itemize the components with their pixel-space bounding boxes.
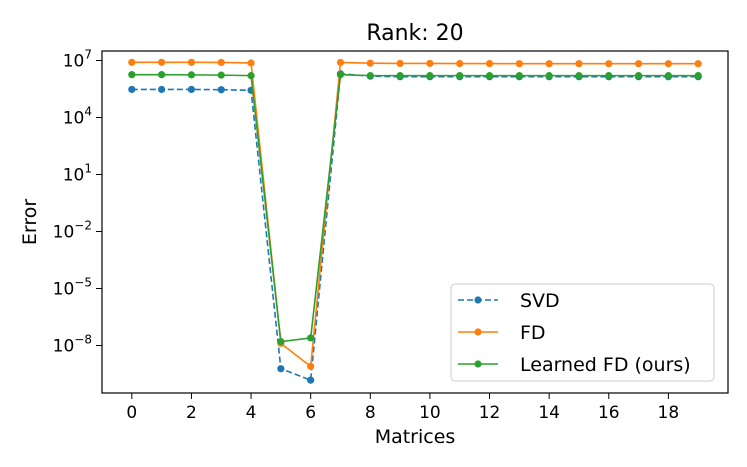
data-point-fd	[515, 60, 523, 68]
data-point-learned-fd-ours	[485, 72, 494, 80]
x-tick-label: 18	[658, 403, 680, 423]
data-point-fd	[307, 362, 315, 370]
series-line-fd	[131, 61, 699, 368]
y-tick-label: 101	[63, 162, 92, 186]
legend-swatch-marker	[474, 360, 482, 368]
series-layer	[128, 58, 702, 384]
data-point-svd	[187, 85, 196, 94]
data-point-learned-fd-ours	[456, 72, 464, 80]
y-tick-label: 10−5	[53, 276, 92, 300]
data-point-fd	[634, 60, 643, 68]
data-point-svd	[277, 365, 285, 373]
legend-label: FD	[520, 322, 546, 344]
x-tick-label: 16	[598, 403, 620, 423]
data-point-learned-fd-ours	[366, 72, 374, 80]
y-axis-ticks: 104 107 101 10−2 10−5 10−8	[53, 48, 102, 357]
data-point-svd	[307, 376, 315, 384]
data-point-fd	[485, 59, 494, 68]
series-line-learned-fd-ours	[131, 73, 699, 343]
x-tick-label: 10	[419, 403, 441, 423]
data-point-svd	[128, 85, 136, 94]
legend-label: Learned FD (ours)	[520, 354, 691, 376]
data-point-fd	[187, 58, 196, 66]
data-point-fd	[128, 58, 136, 66]
data-point-fd	[247, 59, 255, 67]
series-learned-fd-ours	[128, 71, 702, 346]
legend-entry-svd: SVD	[458, 290, 560, 312]
data-point-learned-fd-ours	[515, 72, 523, 80]
data-point-fd	[575, 60, 583, 68]
x-tick-label: 0	[126, 403, 137, 423]
plot-frame	[101, 50, 729, 394]
data-point-learned-fd-ours	[128, 71, 136, 79]
x-tick-label: 2	[186, 403, 197, 423]
data-point-fd	[456, 59, 464, 68]
data-point-learned-fd-ours	[634, 72, 643, 80]
legend-swatch-marker	[474, 296, 482, 304]
data-point-learned-fd-ours	[426, 72, 434, 80]
data-point-learned-fd-ours	[575, 72, 583, 80]
legend-label: SVD	[520, 290, 560, 312]
y-tick-label: 104	[63, 105, 92, 129]
data-point-learned-fd-ours	[336, 71, 345, 79]
data-point-learned-fd-ours	[307, 334, 315, 342]
data-point-fd	[694, 60, 702, 68]
data-point-learned-fd-ours	[187, 71, 196, 79]
legend-entry-learned-fd-ours: Learned FD (ours)	[458, 354, 691, 376]
y-tick-label: 107	[63, 48, 92, 72]
data-point-learned-fd-ours	[247, 72, 255, 80]
legend-box	[450, 283, 715, 382]
x-tick-label: 6	[305, 403, 316, 423]
data-point-fd	[664, 60, 672, 68]
x-tick-label: 14	[538, 403, 560, 423]
y-tick-label: 10−2	[53, 219, 92, 243]
x-tick-label: 8	[365, 403, 376, 423]
data-point-fd	[605, 60, 613, 68]
y-axis-label: Error	[19, 199, 41, 246]
data-point-learned-fd-ours	[396, 72, 404, 80]
data-point-fd	[396, 59, 404, 68]
x-tick-label: 12	[479, 403, 501, 423]
chart-title: Rank: 20	[366, 21, 463, 46]
x-axis-label: Matrices	[375, 426, 456, 448]
legend: SVD FD Learned FD (ours)	[450, 283, 715, 382]
legend-swatch-marker	[474, 328, 482, 336]
x-tick-label: 4	[246, 403, 257, 423]
legend-entry-fd: FD	[458, 322, 546, 344]
series-line-svd	[131, 72, 699, 381]
data-point-fd	[545, 60, 553, 68]
data-point-svd	[158, 85, 166, 94]
data-point-learned-fd-ours	[605, 72, 613, 80]
data-point-fd	[158, 58, 166, 66]
data-point-learned-fd-ours	[664, 72, 672, 80]
data-point-learned-fd-ours	[277, 338, 285, 346]
data-point-learned-fd-ours	[217, 71, 225, 79]
data-point-fd	[217, 58, 225, 67]
x-axis-ticks: 0 2 4 6 8 10 12 14 16 18	[126, 393, 679, 423]
y-tick-label: 10−8	[53, 333, 92, 357]
data-point-learned-fd-ours	[545, 72, 553, 80]
data-point-svd	[217, 86, 225, 94]
data-point-learned-fd-ours	[158, 71, 166, 79]
data-point-fd	[336, 58, 345, 67]
data-point-fd	[366, 59, 374, 67]
data-point-fd	[426, 59, 434, 68]
data-point-learned-fd-ours	[694, 72, 702, 80]
